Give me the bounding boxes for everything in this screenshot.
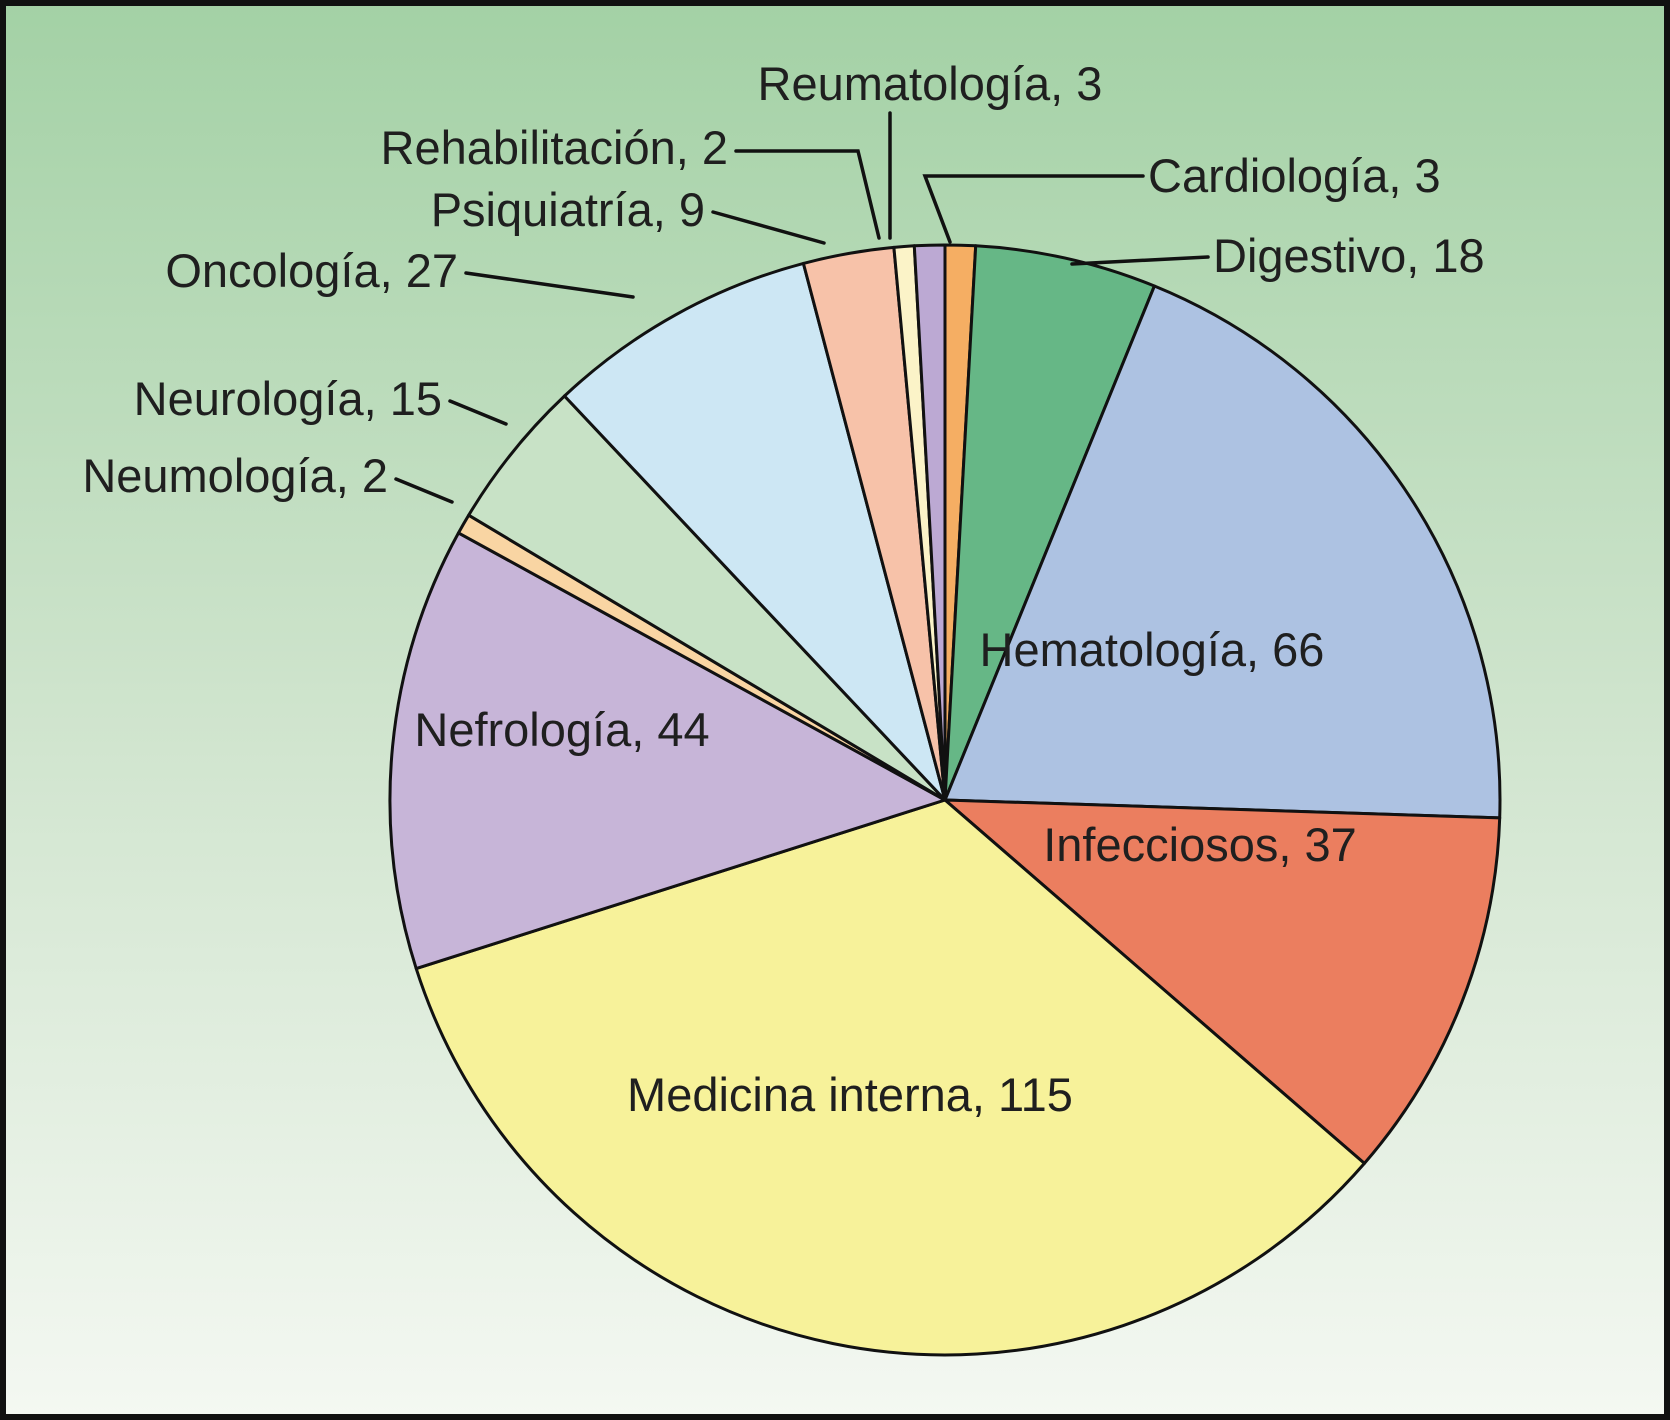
leader-line-psiquiatría [711, 210, 826, 245]
pie-slice-medicina-interna [414, 798, 1366, 1357]
pie-slices-group [388, 243, 1502, 1357]
pie-slice-infecciosos [943, 798, 1502, 1165]
slice-label-digestivo: Digestivo, 18 [1213, 229, 1485, 282]
slice-label-oncología: Oncología, 27 [165, 244, 458, 297]
leader-line-digestivo [1070, 255, 1210, 266]
slice-label-hematología: Hematología, 66 [980, 623, 1325, 676]
slice-label-nefrología: Nefrología, 44 [414, 703, 709, 756]
pie-slice-oncología [563, 261, 947, 802]
slice-label-cardiología: Cardiología, 3 [1148, 149, 1441, 202]
leader-line-oncología [464, 271, 635, 299]
pie-slice-nefrología [388, 531, 947, 971]
slice-label-neurología: Neurología, 15 [134, 372, 442, 425]
slice-labels-group: Cardiología, 3 Digestivo, 18 Hematología, … [82, 57, 1484, 1121]
leader-lines-group [394, 111, 1210, 504]
slice-label-neumología: Neumología, 2 [82, 449, 388, 502]
pie-slice-hematología [943, 284, 1502, 820]
slice-label-medicina-interna: Medicina interna, 115 [627, 1068, 1073, 1121]
slice-label-rehabilitación: Rehabilitación, 2 [381, 121, 729, 174]
leader-line-neumología [394, 477, 454, 504]
pie-slice-reumatología [912, 243, 947, 802]
slice-label-infecciosos: Infecciosos, 37 [1043, 818, 1357, 871]
slice-label-reumatología: Reumatología, 3 [758, 57, 1103, 110]
leader-line-neurología [448, 399, 508, 426]
slice-label-psiquiatría: Psiquiatría, 9 [431, 183, 705, 236]
pie-slice-digestivo [943, 244, 1156, 802]
leader-line-rehabilitación [734, 149, 881, 240]
leader-line-cardiología [922, 174, 1145, 244]
